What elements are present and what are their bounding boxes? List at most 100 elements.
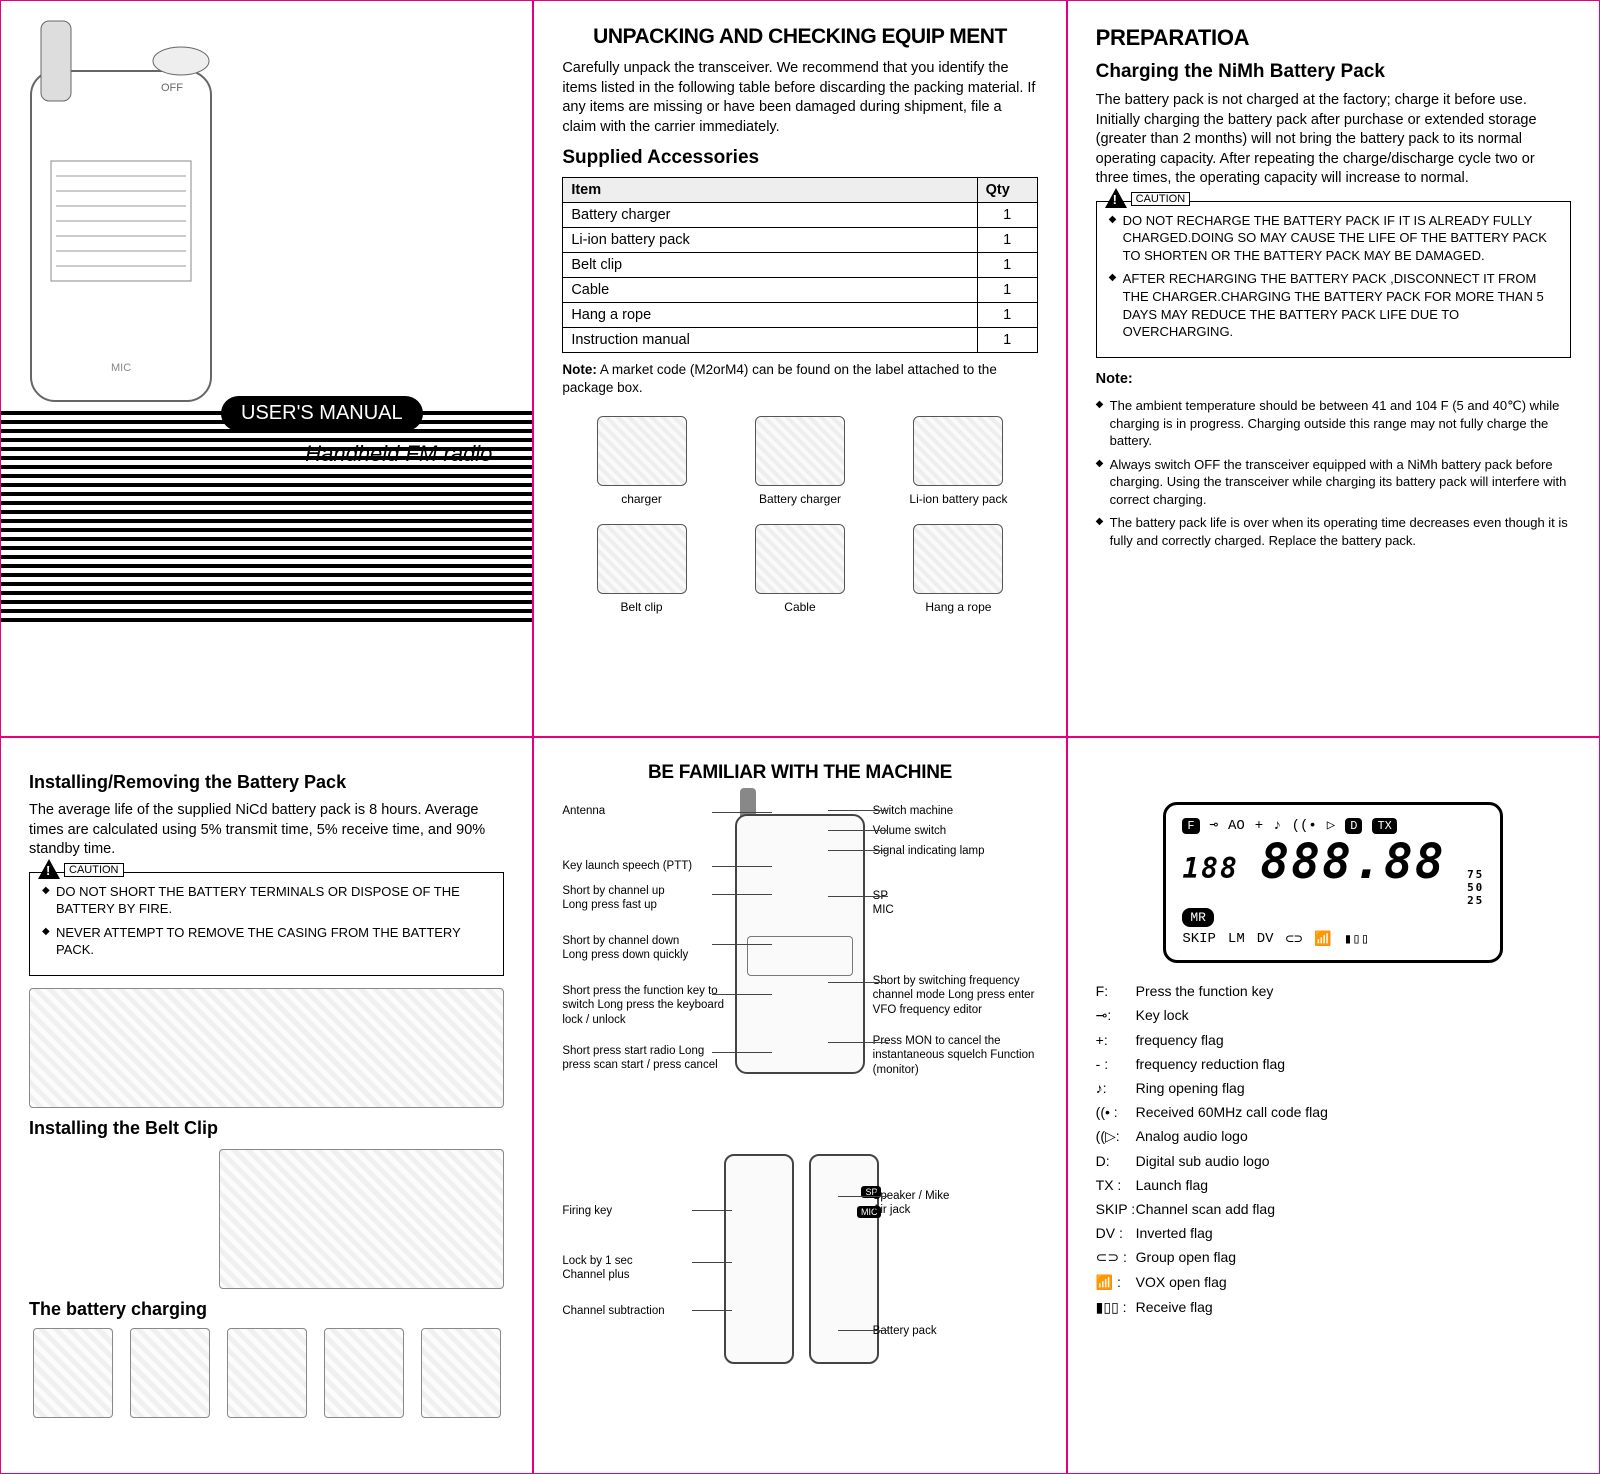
img-battery-charger: Battery charger bbox=[740, 416, 860, 506]
img-charger: charger bbox=[582, 416, 702, 506]
cell: Hang a rope bbox=[563, 303, 977, 328]
caution-item: NEVER ATTEMPT TO REMOVE THE CASING FROM … bbox=[42, 924, 491, 959]
svg-text:MIC: MIC bbox=[111, 362, 131, 374]
callout-firing: Firing key bbox=[562, 1204, 727, 1218]
legend-item: ((▷:Analog audio logo bbox=[1096, 1128, 1571, 1145]
callout-ch-down: Short by channel down Long press down qu… bbox=[562, 934, 727, 963]
callout-ch-up: Short by channel up Long press fast up bbox=[562, 884, 727, 913]
svg-text:OFF: OFF bbox=[161, 82, 183, 94]
lcd-vox-icon: 📶 bbox=[1314, 931, 1331, 948]
callout-speaker: Speaker / Mike Air jack bbox=[873, 1189, 1038, 1218]
caution-label: CAUTION bbox=[64, 863, 124, 877]
legend-item: ⊸:Key lock bbox=[1096, 1007, 1571, 1024]
callout-battery: Battery pack bbox=[873, 1324, 1038, 1338]
cell: Instruction manual bbox=[563, 328, 977, 353]
callout-antenna: Antenna bbox=[562, 804, 727, 818]
lcd-icon-d: D bbox=[1345, 818, 1362, 834]
panel-lcd: F ⊸ AO + ♪ ((• ▷ D TX 188 888.88 75 50 2… bbox=[1067, 737, 1600, 1474]
table-row: Instruction manual1 bbox=[563, 328, 1037, 353]
note-label: Note: bbox=[1096, 371, 1133, 387]
callout-signal: Signal indicating lamp bbox=[873, 844, 1038, 858]
lcd-icon-tx: TX bbox=[1372, 818, 1396, 834]
subtitle: Handheld FM radio bbox=[1, 441, 492, 467]
cell: 1 bbox=[977, 228, 1037, 253]
note-item: Always switch OFF the transceiver equipp… bbox=[1096, 456, 1571, 509]
caution-item: AFTER RECHARGING THE BATTERY PACK ,DISCO… bbox=[1109, 270, 1558, 340]
familiar-title: BE FAMILIAR WITH THE MACHINE bbox=[562, 762, 1037, 784]
lcd-icon-plus: + bbox=[1255, 818, 1263, 834]
table-row: Cable1 bbox=[563, 278, 1037, 303]
legend-item: ((• :Received 60MHz call code flag bbox=[1096, 1104, 1571, 1120]
prep-title: PREPARATIOA bbox=[1096, 25, 1571, 51]
lcd-icon-note: ♪ bbox=[1273, 818, 1281, 834]
manual-pill: USER'S MANUAL bbox=[221, 396, 423, 431]
cell: 1 bbox=[977, 303, 1037, 328]
legend-item: +:frequency flag bbox=[1096, 1032, 1571, 1048]
table-row: Li-ion battery pack1 bbox=[563, 228, 1037, 253]
note-label: Note: bbox=[562, 362, 597, 377]
lcd-top-icons: F ⊸ AO + ♪ ((• ▷ D TX bbox=[1182, 817, 1484, 834]
caution-item: DO NOT SHORT THE BATTERY TERMINALS OR DI… bbox=[42, 883, 491, 918]
accessories-title: Supplied Accessories bbox=[562, 147, 1037, 169]
side-diagram: SP MIC Firing key Lock by 1 sec Channel … bbox=[562, 1154, 1037, 1404]
cell: 1 bbox=[977, 328, 1037, 353]
lcd-icon-f: F bbox=[1182, 818, 1199, 834]
unpacking-title: UNPACKING AND CHECKING EQUIP MENT bbox=[562, 25, 1037, 49]
cell: Cable bbox=[563, 278, 977, 303]
lcd-digits: 188 888.88 75 50 25 bbox=[1182, 834, 1484, 908]
side-right: SP MIC bbox=[809, 1154, 879, 1364]
battery-life-para: The average life of the supplied NiCd ba… bbox=[29, 801, 504, 860]
table-row: Battery charger1 bbox=[563, 203, 1037, 228]
lcd-recv-icon: ▮▯▯ bbox=[1344, 931, 1369, 948]
lcd-display: F ⊸ AO + ♪ ((• ▷ D TX 188 888.88 75 50 2… bbox=[1163, 802, 1503, 963]
caution-triangle-icon bbox=[1105, 188, 1127, 208]
install-remove-title: Installing/Removing the Battery Pack bbox=[29, 772, 504, 793]
callout-func: Short press the function key to switch L… bbox=[562, 984, 727, 1027]
lcd-icon-call: ((• bbox=[1292, 818, 1317, 834]
note-list: The ambient temperature should be betwee… bbox=[1096, 397, 1571, 549]
radio-illustration: OFF MIC bbox=[11, 11, 251, 431]
cell: Belt clip bbox=[563, 253, 977, 278]
callout-ch-sub: Channel subtraction bbox=[562, 1304, 727, 1318]
note-item: The ambient temperature should be betwee… bbox=[1096, 397, 1571, 450]
callout-vfo: Short by switching frequency channel mod… bbox=[873, 974, 1038, 1017]
table-row: Belt clip1 bbox=[563, 253, 1037, 278]
page-grid: OFF MIC USER'S MANUAL Handheld FM radio … bbox=[0, 0, 1600, 1474]
img-belt-clip: Belt clip bbox=[582, 524, 702, 614]
belt-clip-illustration bbox=[219, 1149, 504, 1289]
callout-lock: Lock by 1 sec Channel plus bbox=[562, 1254, 727, 1283]
legend-item: ▮▯▯ :Receive flag bbox=[1096, 1299, 1571, 1316]
caution-box-2: CAUTION DO NOT SHORT THE BATTERY TERMINA… bbox=[29, 872, 504, 976]
belt-clip-title: Installing the Belt Clip bbox=[29, 1118, 504, 1139]
legend-item: - :frequency reduction flag bbox=[1096, 1056, 1571, 1072]
lcd-skip: SKIP bbox=[1182, 931, 1216, 947]
th-qty: Qty bbox=[977, 178, 1037, 203]
callout-volume: Volume switch bbox=[873, 824, 1038, 838]
legend-item: ♪:Ring opening flag bbox=[1096, 1080, 1571, 1096]
note-text: A market code (M2orM4) can be found on t… bbox=[562, 362, 997, 395]
side-left bbox=[724, 1154, 794, 1364]
caution-triangle-icon bbox=[38, 859, 60, 879]
note-item: The battery pack life is over when its o… bbox=[1096, 514, 1571, 549]
lcd-big-digits: 888.88 bbox=[1260, 834, 1445, 890]
cell: Battery charger bbox=[563, 203, 977, 228]
battery-install-illustration bbox=[29, 988, 504, 1108]
panel-unpacking: UNPACKING AND CHECKING EQUIP MENT Carefu… bbox=[533, 0, 1066, 737]
market-code-note: Note: A market code (M2orM4) can be foun… bbox=[562, 361, 1037, 397]
front-diagram: Antenna Key launch speech (PTT) Short by… bbox=[562, 804, 1037, 1124]
cell: 1 bbox=[977, 203, 1037, 228]
callout-scan: Short press start radio Long press scan … bbox=[562, 1044, 727, 1073]
callout-switch: Switch machine bbox=[873, 804, 1038, 818]
charging-para: The battery pack is not charged at the f… bbox=[1096, 91, 1571, 189]
lcd-icon-keylock: ⊸ bbox=[1210, 817, 1218, 834]
legend-item: D:Digital sub audio logo bbox=[1096, 1153, 1571, 1169]
charging-illustrations bbox=[29, 1328, 504, 1418]
th-item: Item bbox=[563, 178, 977, 203]
lcd-bottom-row: MR bbox=[1182, 908, 1484, 927]
img-battery-pack: Li-ion battery pack bbox=[898, 416, 1018, 506]
panel-installing: Installing/Removing the Battery Pack The… bbox=[0, 737, 533, 1474]
lcd-side-nums: 75 50 25 bbox=[1467, 868, 1484, 908]
lcd-icon-play: ▷ bbox=[1327, 817, 1335, 834]
lcd-small-digits: 188 bbox=[1182, 852, 1239, 885]
accessory-images-row2: Belt clip Cable Hang a rope bbox=[562, 524, 1037, 614]
